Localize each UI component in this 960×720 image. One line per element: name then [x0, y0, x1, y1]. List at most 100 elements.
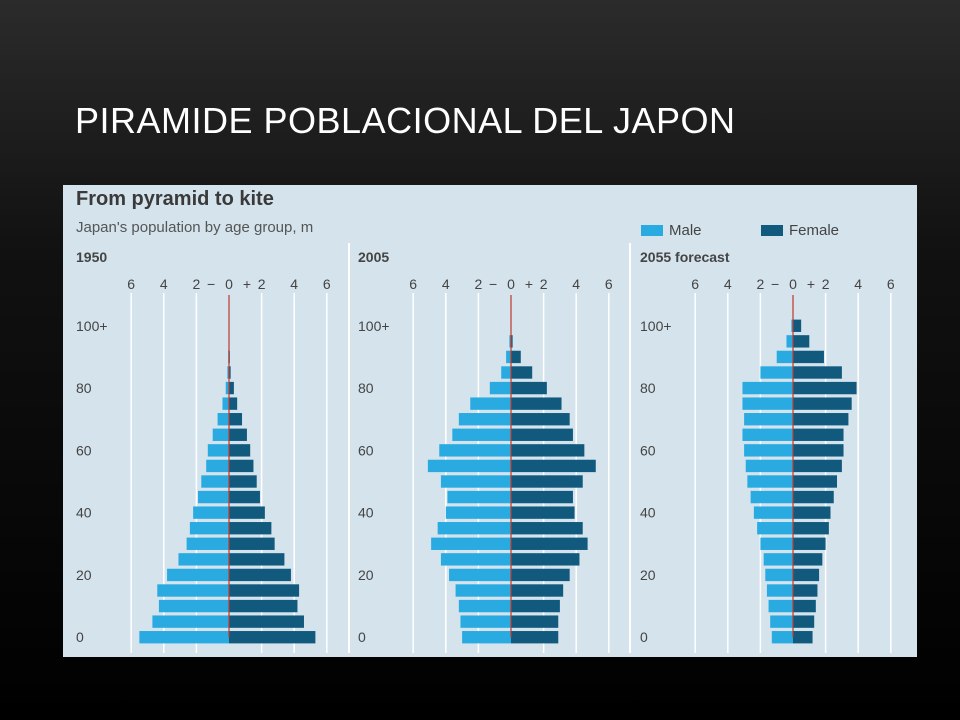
male-bar	[225, 381, 229, 395]
panel-separator	[348, 243, 350, 653]
x-tick-label: 6	[323, 276, 331, 292]
male-bar	[207, 444, 229, 457]
male-bar	[757, 522, 793, 535]
male-bar	[742, 428, 793, 441]
legend-item-male: Male	[641, 222, 702, 239]
x-tick-label: 4	[290, 276, 298, 292]
female-bar	[793, 506, 831, 519]
female-bar	[229, 490, 260, 504]
pyramid-figure: From pyramid to kite Japan's population …	[63, 185, 917, 657]
female-bar	[793, 381, 857, 395]
female-bar	[229, 397, 238, 410]
y-tick-label: 100+	[358, 318, 390, 334]
male-bar	[745, 459, 793, 473]
female-bar	[793, 366, 842, 379]
female-bar	[511, 553, 580, 566]
panel-label: 2055 forecast	[640, 249, 730, 265]
female-bar	[511, 444, 585, 457]
male-bar	[217, 413, 229, 426]
male-bar	[212, 428, 229, 441]
male-bar	[744, 413, 793, 426]
male-bar	[167, 568, 229, 582]
female-bar	[229, 444, 251, 457]
y-tick-label: 0	[640, 629, 648, 645]
x-sign-plus: +	[525, 276, 533, 292]
female-bar	[793, 350, 824, 364]
y-tick-label: 20	[358, 567, 374, 583]
male-bar	[753, 506, 793, 519]
female-bar	[511, 615, 559, 628]
legend-label-male: Male	[669, 222, 702, 239]
female-bar	[511, 631, 559, 644]
female-bar	[793, 335, 810, 348]
female-bar	[511, 568, 570, 582]
y-tick-label: 40	[76, 505, 92, 521]
female-bar	[229, 506, 265, 519]
male-bar	[157, 584, 229, 597]
female-bar	[229, 553, 285, 566]
female-bar	[229, 522, 272, 535]
male-bar	[222, 397, 229, 410]
male-bar	[189, 522, 229, 535]
x-tick-label: 2	[540, 276, 548, 292]
male-bar	[750, 490, 793, 504]
male-bar	[791, 319, 793, 332]
male-bar	[178, 553, 229, 566]
x-tick-label: 2	[822, 276, 830, 292]
male-bar	[139, 631, 229, 644]
male-bar	[742, 381, 793, 395]
male-bar	[227, 366, 229, 379]
female-bar	[793, 568, 820, 582]
male-bar	[452, 428, 511, 441]
male-bar	[766, 584, 793, 597]
female-bar	[511, 413, 570, 426]
male-bar	[440, 553, 511, 566]
male-bar	[158, 599, 229, 613]
female-bar	[511, 475, 583, 488]
x-sign-plus: +	[243, 276, 251, 292]
female-bar	[793, 397, 852, 410]
male-bar	[765, 568, 793, 582]
female-bar	[793, 599, 816, 613]
x-tick-label: 2	[757, 276, 765, 292]
x-sign-minus: −	[489, 276, 497, 292]
male-bar	[506, 350, 511, 364]
male-bar	[201, 475, 229, 488]
male-bar	[460, 615, 511, 628]
chart-title: From pyramid to kite	[76, 188, 274, 210]
legend-swatch-male	[641, 225, 663, 236]
female-bar	[793, 444, 844, 457]
y-tick-label: 100+	[640, 318, 672, 334]
y-tick-label: 60	[358, 442, 374, 458]
y-tick-label: 40	[640, 505, 656, 521]
female-bar	[511, 584, 564, 597]
male-bar	[447, 490, 511, 504]
female-bar	[511, 397, 562, 410]
female-bar	[511, 537, 588, 550]
male-bar	[455, 584, 511, 597]
x-tick-label: 2	[193, 276, 201, 292]
female-bar	[511, 366, 533, 379]
panel-label: 1950	[76, 249, 107, 265]
female-bar	[511, 428, 573, 441]
male-bar	[760, 366, 793, 379]
female-bar	[229, 366, 231, 379]
x-tick-label: 6	[605, 276, 613, 292]
male-bar	[770, 615, 793, 628]
female-bar	[229, 584, 300, 597]
x-tick-label: 2	[475, 276, 483, 292]
male-bar	[509, 335, 511, 348]
y-tick-label: 80	[640, 380, 656, 396]
male-bar	[768, 599, 793, 613]
male-bar	[771, 631, 793, 644]
x-tick-label: 0	[225, 276, 233, 292]
female-bar	[793, 459, 842, 473]
male-bar	[193, 506, 229, 519]
male-bar	[458, 413, 511, 426]
female-bar	[229, 599, 298, 613]
male-bar	[744, 444, 793, 457]
male-bar	[760, 537, 793, 550]
female-bar	[229, 568, 291, 582]
male-bar	[458, 599, 511, 613]
x-sign-minus: −	[771, 276, 779, 292]
